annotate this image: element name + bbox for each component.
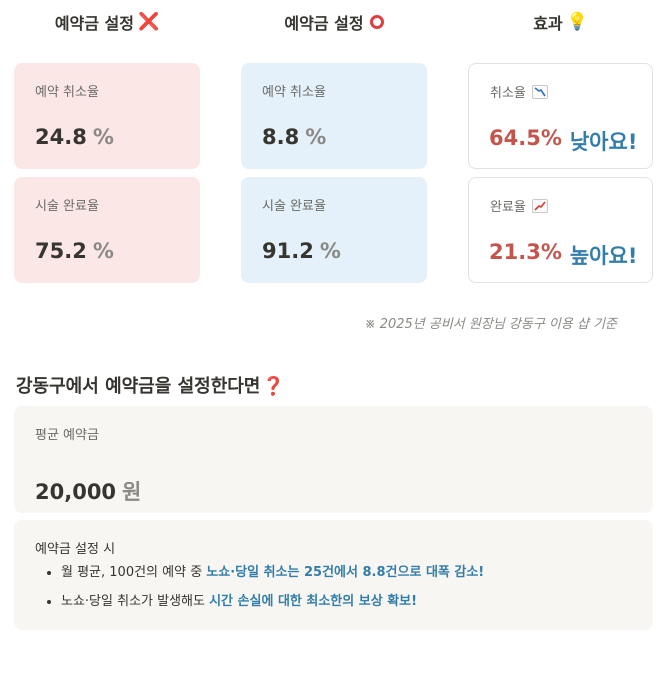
column-title: 예약금 설정 — [54, 14, 134, 33]
completion-rate-card-without-deposit: 시술 완료율 75.2% — [14, 177, 200, 283]
effect-percent: 64.5% — [489, 126, 562, 150]
effect-word: 높아요! — [569, 244, 638, 268]
bulb-icon: 💡 — [566, 12, 588, 32]
card-label: 시술 완료율 — [262, 199, 326, 214]
column-header-effect: 효과 💡 — [468, 10, 653, 34]
completion-rate-effect-card: 완료율 21.3% 높아요! — [468, 177, 653, 283]
highlight-text: 시간 손실에 대한 최소한의 보상 확보! — [209, 594, 418, 609]
cross-mark-icon: ❌ — [138, 12, 160, 32]
column-title: 효과 — [533, 14, 563, 33]
cancel-rate-card-without-deposit: 예약 취소율 24.8% — [14, 63, 200, 169]
average-deposit-label: 평균 예약금 — [35, 428, 99, 443]
list-item: 노쇼·당일 취소가 발생해도 시간 손실에 대한 최소한의 보상 확보! — [61, 593, 651, 611]
card-value: 8.8% — [262, 125, 327, 149]
average-deposit-panel: 평균 예약금 20,000 원 — [14, 406, 653, 513]
card-label: 예약 취소율 — [35, 85, 99, 100]
section-title: 강동구에서 예약금을 설정한다면 ❓ — [16, 376, 285, 397]
benefit-title: 예약금 설정 시 — [35, 542, 116, 557]
effect-percent: 21.3% — [489, 240, 562, 264]
circle-icon — [369, 15, 384, 29]
card-value: 91.2% — [262, 239, 341, 263]
list-item: 월 평균, 100건의 예약 중 노쇼·당일 취소는 25건에서 8.8건으로 … — [61, 564, 651, 582]
chart-increasing-icon — [531, 198, 548, 213]
effect-word: 낮아요! — [569, 130, 638, 154]
column-header-with-deposit: 예약금 설정 — [241, 10, 427, 34]
highlight-text: 노쇼·당일 취소는 25건에서 8.8건으로 대폭 감소! — [206, 565, 485, 580]
card-value: 75.2% — [35, 239, 114, 263]
completion-rate-card-with-deposit: 시술 완료율 91.2% — [241, 177, 427, 283]
effect-value: 64.5% 낮아요! — [489, 126, 637, 156]
card-value: 24.8% — [35, 125, 114, 149]
cancel-rate-effect-card: 취소율 64.5% 낮아요! — [468, 63, 653, 169]
average-deposit-value: 20,000 원 — [35, 480, 142, 504]
card-label: 예약 취소율 — [262, 85, 326, 100]
deposit-benefit-panel: 예약금 설정 시 월 평균, 100건의 예약 중 노쇼·당일 취소는 25건에… — [14, 520, 653, 630]
card-label: 시술 완료율 — [35, 199, 99, 214]
cancel-rate-card-with-deposit: 예약 취소율 8.8% — [241, 63, 427, 169]
column-header-without-deposit: 예약금 설정 ❌ — [14, 10, 200, 34]
question-mark-icon: ❓ — [262, 376, 285, 397]
column-title: 예약금 설정 — [284, 14, 364, 33]
card-label: 완료율 — [490, 196, 548, 215]
card-label: 취소율 — [490, 82, 548, 101]
chart-decreasing-icon — [531, 84, 548, 99]
benefit-list: 월 평균, 100건의 예약 중 노쇼·당일 취소는 25건에서 8.8건으로 … — [35, 564, 651, 622]
data-source-note: ※ 2025년 공비서 원장님 강동구 이용 샵 기준 — [364, 317, 617, 332]
effect-value: 21.3% 높아요! — [489, 240, 637, 270]
